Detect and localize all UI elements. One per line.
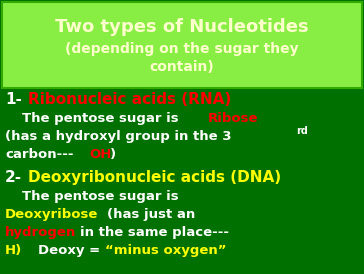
Text: rd: rd: [296, 126, 308, 136]
Text: 1-: 1-: [5, 92, 22, 107]
Text: Two types of Nucleotides: Two types of Nucleotides: [55, 18, 309, 36]
Text: Deoxyribonucleic acids (DNA): Deoxyribonucleic acids (DNA): [28, 170, 281, 185]
Text: hydrogen: hydrogen: [5, 226, 76, 239]
Text: The pentose sugar is: The pentose sugar is: [22, 190, 179, 203]
Text: ): ): [110, 148, 116, 161]
Text: Deoxy =: Deoxy =: [38, 244, 100, 257]
Text: Ribonucleic acids (RNA): Ribonucleic acids (RNA): [28, 92, 231, 107]
Text: Ribose: Ribose: [208, 112, 258, 125]
Text: Deoxyribose: Deoxyribose: [5, 208, 98, 221]
Text: OH: OH: [89, 148, 111, 161]
Text: contain): contain): [150, 60, 214, 74]
Text: “minus oxygen”: “minus oxygen”: [105, 244, 226, 257]
Text: (has just an: (has just an: [107, 208, 195, 221]
Text: 2-: 2-: [5, 170, 22, 185]
Text: in the same place---: in the same place---: [80, 226, 229, 239]
Text: (depending on the sugar they: (depending on the sugar they: [65, 42, 299, 56]
Text: H): H): [5, 244, 22, 257]
Text: The pentose sugar is: The pentose sugar is: [22, 112, 183, 125]
Text: carbon---: carbon---: [5, 148, 74, 161]
Text: (has a hydroxyl group in the 3: (has a hydroxyl group in the 3: [5, 130, 232, 143]
Bar: [2, 2, 362, 88]
